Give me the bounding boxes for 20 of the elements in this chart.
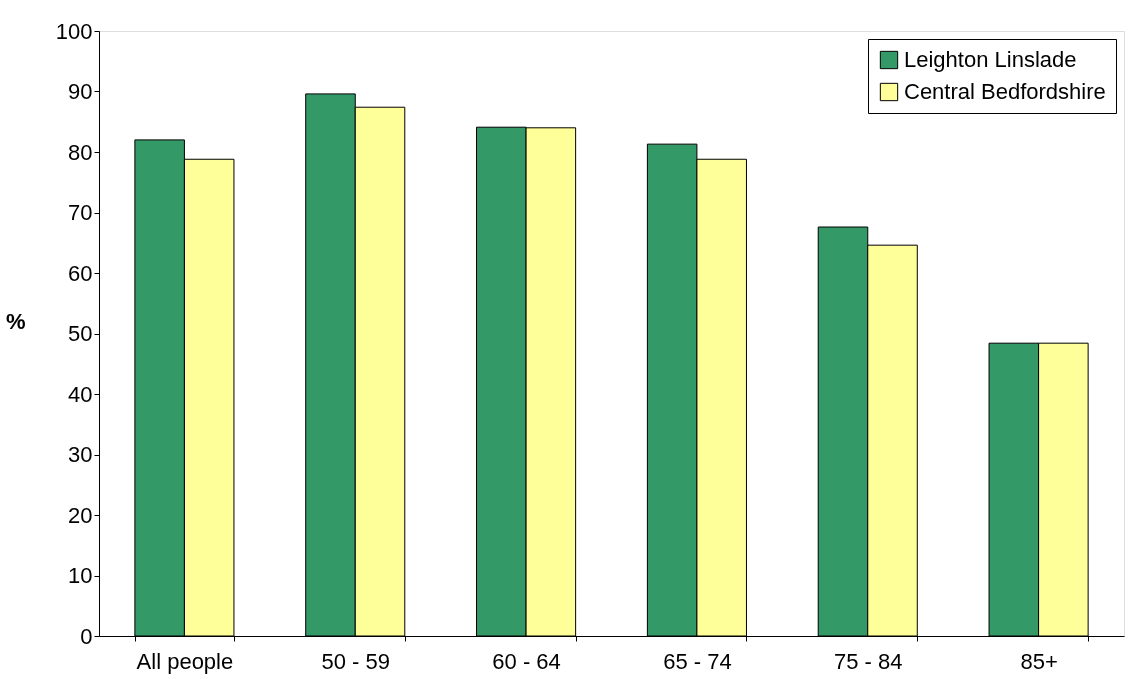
y-tick-label: 40 xyxy=(68,381,93,407)
x-tick-label: 85+ xyxy=(1020,648,1058,674)
y-tick-label: 90 xyxy=(68,79,93,104)
x-tick-label: 60 - 64 xyxy=(492,648,561,674)
y-tick-label: 20 xyxy=(68,502,93,528)
legend-label: Central Bedfordshire xyxy=(904,79,1106,104)
legend-label: Leighton Linslade xyxy=(904,47,1077,72)
y-tick-label: 10 xyxy=(68,563,93,588)
y-tick-label: 80 xyxy=(68,139,93,165)
y-tick-label: 50 xyxy=(68,321,93,346)
x-tick-label: 75 - 84 xyxy=(834,648,903,674)
x-tick-label: 50 - 59 xyxy=(321,648,390,674)
x-tick-label: 65 - 74 xyxy=(663,648,732,674)
y-tick-label: 0 xyxy=(80,623,93,649)
y-tick-label: 60 xyxy=(68,260,93,286)
y-tick-label: 100 xyxy=(55,18,93,44)
y-tick-label: 70 xyxy=(68,200,93,225)
y-axis-title: % xyxy=(6,309,26,334)
x-tick-label: All people xyxy=(136,648,234,674)
y-tick-label: 30 xyxy=(68,442,93,467)
